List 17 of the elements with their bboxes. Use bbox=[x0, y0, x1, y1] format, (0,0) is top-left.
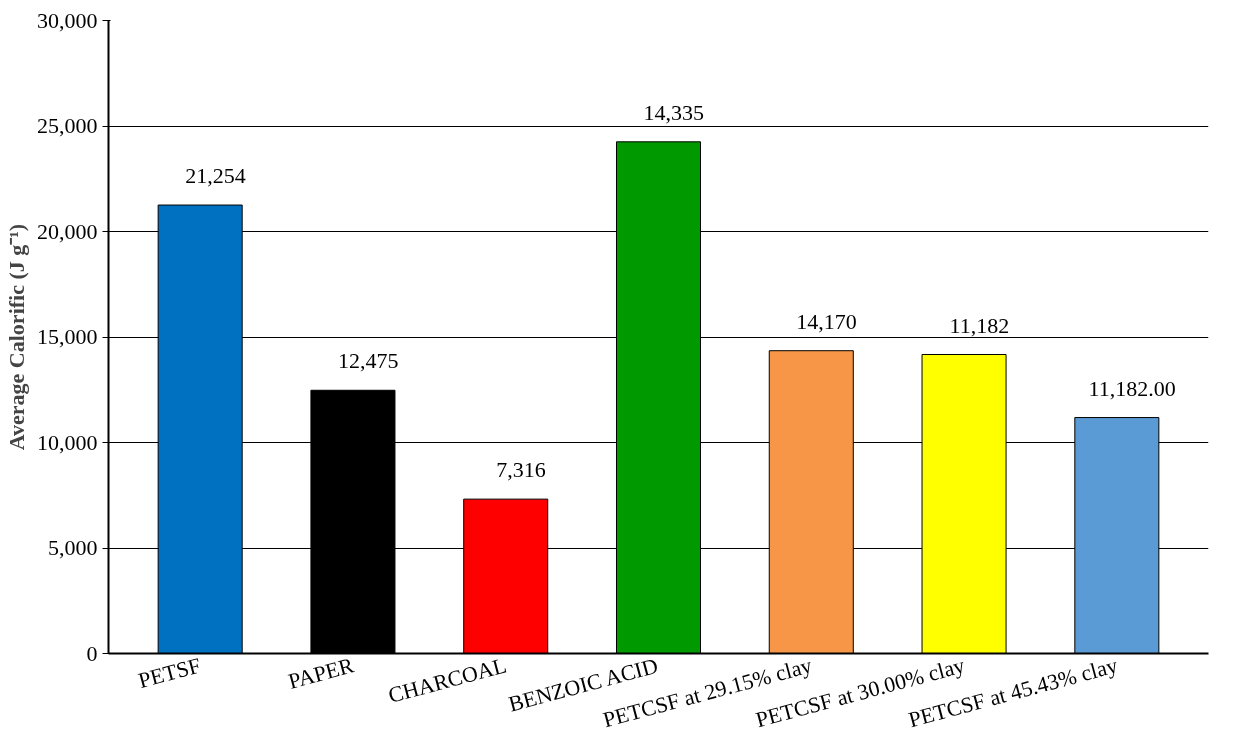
y-tick-label: 0 bbox=[86, 640, 98, 666]
y-tick-label: 25,000 bbox=[37, 113, 98, 138]
data-label: 12,475 bbox=[337, 348, 399, 374]
y-tick-label: 5,000 bbox=[48, 535, 98, 560]
y-tick-label: 10,000 bbox=[37, 429, 98, 455]
x-tick-label: PAPER bbox=[285, 652, 357, 694]
annotation: 14,170 bbox=[796, 308, 857, 334]
x-tick-label: PETSF bbox=[135, 652, 204, 694]
y-tick-label: 30,000 bbox=[37, 7, 98, 33]
y-axis-title: Average Calorific (J g⁻¹) bbox=[4, 223, 29, 451]
annotation: 11,182 bbox=[949, 312, 1010, 338]
y-tick-label: 15,000 bbox=[37, 324, 98, 349]
data-label: 11,182.00 bbox=[1088, 375, 1176, 401]
data-label: 7,316 bbox=[496, 457, 546, 483]
annotation: 14,335 bbox=[643, 99, 705, 125]
y-tick-label: 20,000 bbox=[37, 218, 98, 244]
data-label: 21,254 bbox=[185, 163, 246, 189]
